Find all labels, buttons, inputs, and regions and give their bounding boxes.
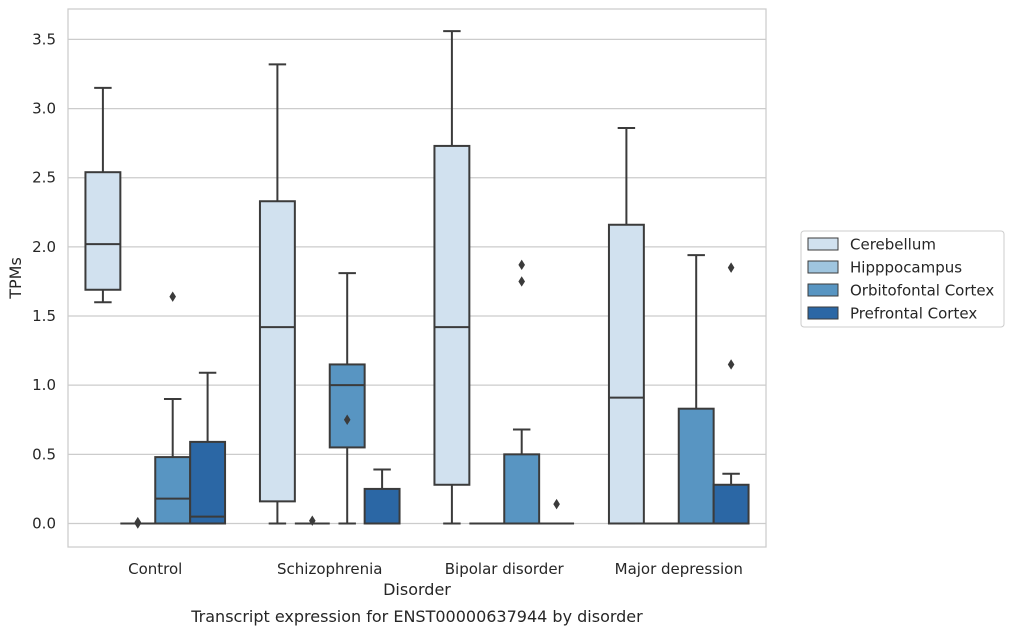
y-tick-labels: 0.0 0.5 1.0 1.5 2.0 2.5 3.0 3.5 [32,30,56,532]
legend-swatch [807,237,839,251]
y-tick-label: 1.5 [32,307,56,325]
y-tick-label: 0.5 [32,445,56,463]
outlier-point [343,414,351,425]
box-marks [84,30,750,529]
legend-frame [800,230,1005,328]
legend-swatch [807,306,839,320]
box-prefrontal-cortex-control [189,371,227,525]
legend-label: Orbitofontal Cortex [850,282,994,300]
box-prefrontal-cortex-major-depression [712,262,750,525]
legend-item-orbitofontal-cortex: Orbitofontal Cortex [807,282,994,300]
iqr-box [503,453,541,525]
y-tick-label: 1.0 [32,376,56,394]
y-tick-label: 2.0 [32,238,56,256]
legend-swatch [807,283,839,297]
x-tick-label: Bipolar disorder [445,560,565,578]
y-tick-label: 3.5 [32,30,56,48]
outlier-point [134,516,142,528]
series-hipppocampus [120,515,679,529]
series-cerebellum [84,30,645,525]
y-tick-label: 0.0 [32,514,56,532]
box-cerebellum-major-depression [607,126,645,525]
x-tick-label: Schizophrenia [277,560,382,578]
box-orbitofontal-cortex-schizophrenia [328,272,366,525]
iqr-box [607,223,645,525]
outlier-point [309,515,316,526]
box-prefrontal-cortex-bipolar-disorder [539,498,575,525]
legend-swatch [807,260,839,274]
legend-label: Prefrontal Cortex [850,305,977,323]
box-hipppocampus-schizophrenia [294,515,330,526]
outlier-point [518,259,525,271]
y-tick-label: 2.5 [32,169,56,187]
box-orbitofontal-cortex-major-depression [677,254,715,525]
box-prefrontal-cortex-schizophrenia [363,468,401,525]
legend-label: Cerebellum [850,236,936,254]
box-cerebellum-bipolar-disorder [433,30,471,525]
outlier-point [553,498,560,510]
legend: Cerebellum Hipppocampus Orbitofontal Corte… [800,230,1005,328]
y-tick-label: 3.0 [32,100,56,118]
iqr-box [712,483,750,525]
iqr-box [677,407,715,525]
series-prefrontal-cortex [189,262,750,525]
box-orbitofontal-cortex-control [154,291,192,525]
iqr-box [189,440,227,525]
iqr-box [363,487,401,525]
iqr-box [433,144,471,486]
box-cerebellum-control [84,86,122,304]
box-cerebellum-schizophrenia [258,63,296,525]
legend-item-hipppocampus: Hipppocampus [807,259,962,277]
x-tick-label: Control [128,560,182,578]
plot-frame [67,8,767,548]
outlier-point [727,359,735,370]
chart-caption: Transcript expression for ENST0000063794… [190,607,643,626]
x-tick-label: Major depression [615,560,743,578]
iqr-box [154,456,192,525]
y-axis-label: TPMs [6,257,25,300]
legend-label: Hipppocampus [850,259,962,277]
iqr-box [258,200,296,503]
x-tick-labels: Control Schizophrenia Bipolar disorder Majo… [128,560,743,578]
outlier-point [727,262,735,273]
legend-item-prefrontal-cortex: Prefrontal Cortex [807,305,977,323]
outlier-point [518,276,525,287]
iqr-box [84,171,122,291]
box-orbitofontal-cortex-bipolar-disorder [503,259,541,525]
box-hipppocampus-control [120,516,156,529]
legend-item-cerebellum: Cerebellum [807,236,936,254]
x-axis-label: Disorder [383,580,451,599]
series-orbitofontal-cortex [154,254,715,525]
iqr-box [328,363,366,449]
outlier-point [169,291,176,302]
